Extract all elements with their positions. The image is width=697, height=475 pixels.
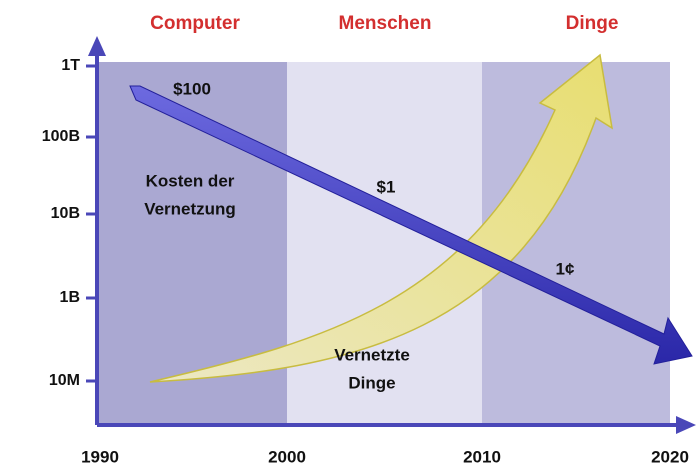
era-label: Dinge <box>566 13 619 34</box>
annotation: Vernetzung <box>144 199 236 218</box>
x-axis-arrow <box>676 416 696 434</box>
y-tick-label: 1B <box>60 289 80 306</box>
diagram: Computer Menschen Dinge 1T 100B 10B 1B 1… <box>0 0 697 475</box>
annotation: $100 <box>173 79 211 98</box>
y-tick-label: 10M <box>49 372 80 389</box>
y-tick-label: 100B <box>42 128 80 145</box>
annotation: $1 <box>377 177 396 196</box>
y-tick-label: 10B <box>51 205 80 222</box>
annotation: Vernetzte <box>334 345 410 364</box>
era-label: Computer <box>150 13 240 34</box>
era-label: Menschen <box>339 13 432 34</box>
x-tick-label: 2020 <box>651 447 689 466</box>
annotation: Dinge <box>348 373 395 392</box>
y-axis-arrow <box>88 36 106 56</box>
x-tick-label: 1990 <box>81 447 119 466</box>
x-tick-label: 2000 <box>268 447 306 466</box>
y-tick-label: 1T <box>61 57 80 74</box>
annotation: Kosten der <box>146 171 235 190</box>
annotation: 1¢ <box>556 259 575 278</box>
x-tick-label: 2010 <box>463 447 501 466</box>
